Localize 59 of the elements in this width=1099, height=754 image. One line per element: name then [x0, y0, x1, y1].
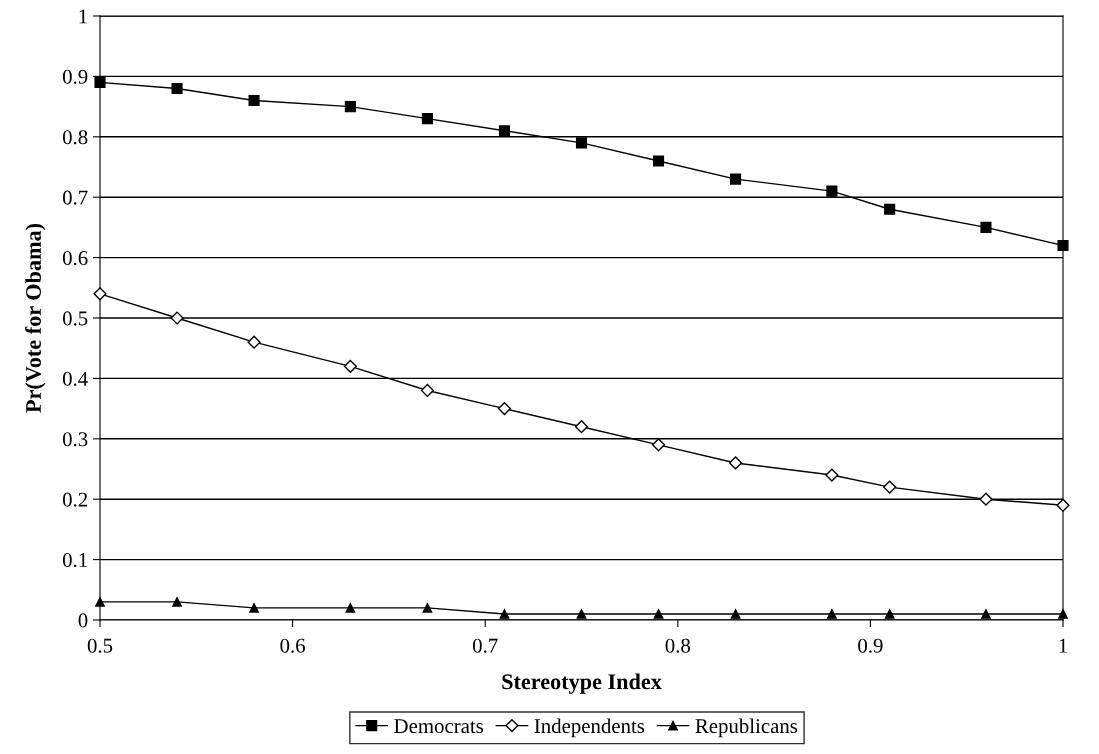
y-tick-label: 0.3	[62, 432, 88, 447]
x-tick-label: 0.9	[858, 638, 883, 653]
y-tick-label: 0.8	[62, 130, 88, 145]
point	[825, 468, 839, 482]
point	[343, 359, 357, 373]
y-tick-label: 0.6	[62, 250, 88, 266]
point	[171, 82, 183, 95]
point	[1058, 609, 1068, 619]
point	[1056, 498, 1070, 512]
point	[652, 155, 665, 167]
point	[344, 101, 356, 113]
point	[497, 402, 512, 416]
point	[247, 335, 261, 349]
point	[728, 456, 743, 470]
point	[826, 185, 838, 197]
legend-label: Republicans	[695, 718, 798, 738]
point	[653, 609, 664, 619]
point	[93, 287, 107, 301]
legend-label: Democrats	[394, 719, 484, 734]
point	[883, 480, 897, 494]
point	[574, 420, 589, 434]
x-tick-label: 1	[1059, 638, 1067, 653]
y-tick-label: 0	[78, 613, 88, 628]
point	[422, 603, 433, 613]
y-tick-label: 0.7	[62, 190, 88, 205]
point	[1057, 239, 1069, 252]
point	[172, 597, 182, 607]
point	[651, 438, 666, 452]
point	[884, 203, 896, 215]
point	[576, 609, 587, 619]
y-tick-label: 0.4	[62, 371, 88, 386]
point	[498, 125, 511, 137]
point	[499, 609, 510, 619]
y-tick-label: 0.9	[62, 69, 88, 84]
x-tick-label: 0.7	[472, 638, 498, 653]
point	[170, 311, 184, 325]
y-tick-label: 1	[79, 9, 87, 24]
point	[980, 221, 992, 233]
point	[421, 113, 433, 125]
y-axis-title: Pr(Vote for Obama)	[25, 223, 46, 413]
x-tick-label: 0.8	[665, 638, 691, 653]
legend-label: Independents	[534, 718, 645, 738]
y-tick-label: 0.1	[62, 552, 87, 568]
x-tick-label: 0.6	[280, 638, 305, 653]
y-tick-label: 0.5	[62, 311, 88, 326]
point	[95, 597, 105, 607]
point	[884, 609, 895, 619]
x-axis-title: Stereotype Index	[502, 673, 662, 694]
point	[981, 609, 991, 619]
y-tick-label: 0.2	[62, 492, 88, 507]
point	[827, 609, 837, 619]
point	[730, 173, 742, 185]
point	[249, 603, 259, 613]
point	[248, 95, 260, 107]
point	[420, 383, 435, 398]
point	[345, 603, 356, 613]
point	[575, 137, 588, 149]
point	[730, 609, 741, 619]
point	[979, 492, 993, 506]
